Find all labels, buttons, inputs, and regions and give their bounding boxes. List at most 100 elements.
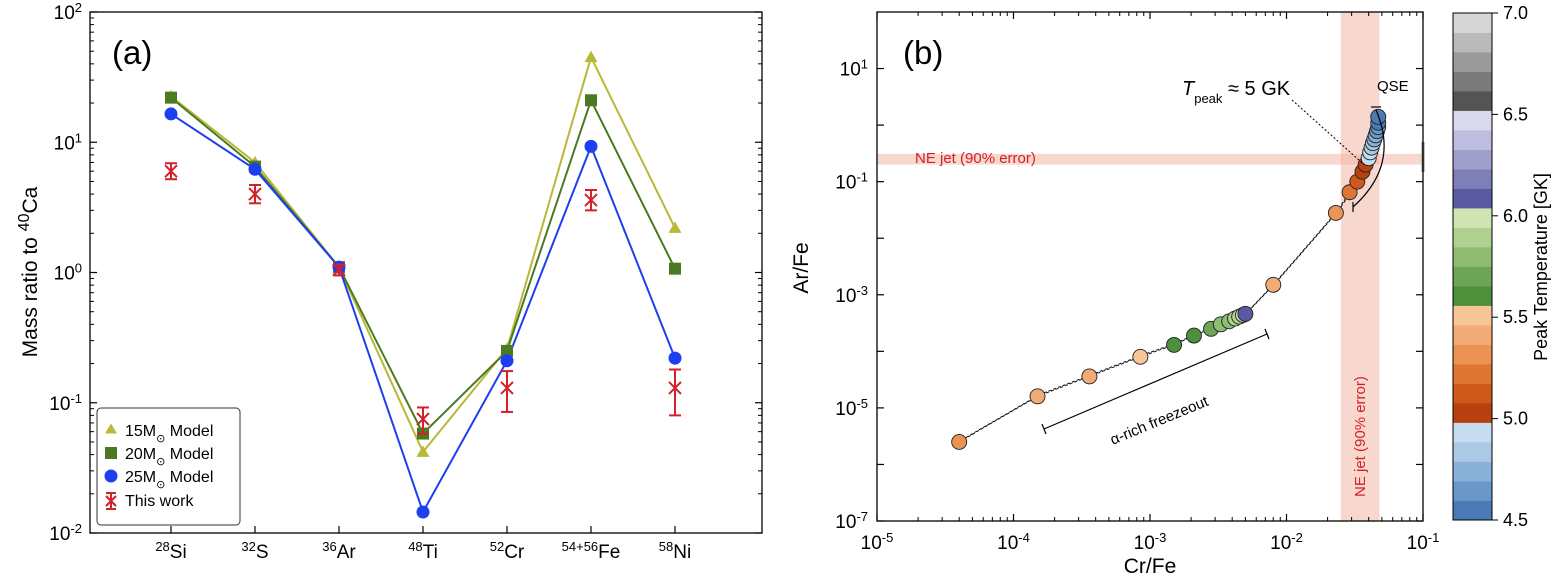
ne-jet-horizontal-label: NE jet (90% error) bbox=[915, 150, 1036, 167]
x-tick-label: 10-5 bbox=[861, 530, 894, 555]
legend-label-20m: 20M⊙ Model bbox=[125, 446, 213, 468]
x-tick-label-ar: 36Ar bbox=[322, 539, 356, 564]
x-tick-label: 10-3 bbox=[1134, 530, 1167, 555]
colorbar-segment bbox=[1453, 481, 1492, 501]
series-line-20m bbox=[170, 96, 676, 436]
y-tick-label: 101 bbox=[54, 130, 82, 155]
y-tick-label: 100 bbox=[54, 260, 82, 285]
data-point-25m-s bbox=[248, 162, 262, 176]
y-tick-label: 101 bbox=[840, 56, 868, 81]
this-work-x-b bbox=[332, 263, 346, 277]
data-point-20m-si bbox=[165, 91, 177, 104]
this-work-x-b bbox=[584, 193, 598, 207]
ne-jet-horizontal-band bbox=[877, 153, 1423, 165]
panel-a-frame bbox=[89, 11, 763, 534]
legend-x-mark-b bbox=[105, 495, 117, 507]
this-work-point-s bbox=[248, 183, 262, 205]
this-work-point-si bbox=[164, 162, 178, 181]
y-tick-label: 10-2 bbox=[49, 521, 82, 546]
x-tick-label: 10-2 bbox=[1270, 530, 1303, 555]
colorbar-segment bbox=[1453, 13, 1492, 33]
panel-a-label: (a) bbox=[112, 34, 152, 71]
panel-b-y-axis-label: Ar/Fe bbox=[790, 242, 813, 293]
scatter-point-4 bbox=[1166, 336, 1182, 353]
scatter-point-2 bbox=[1081, 368, 1098, 385]
panel-a-y-ticks: 10-2 10-1 100 101 102 bbox=[49, 0, 762, 545]
colorbar-tick-label: 5.5 bbox=[1503, 307, 1528, 327]
x-tick-label: 10-1 bbox=[1407, 530, 1440, 555]
colorbar-segment bbox=[1453, 227, 1492, 248]
panel-a: 10-2 10-1 100 101 102 28Si 32S 36Ar 48Ti 52Cr 54+… bbox=[16, 0, 763, 563]
alpha-range-cap-left bbox=[1041, 423, 1047, 435]
this-work-point-ar bbox=[332, 263, 346, 277]
x-tick-label-cr: 52Cr bbox=[490, 539, 525, 564]
colorbar-segment bbox=[1453, 208, 1492, 228]
y-tick-label: 10-1 bbox=[49, 390, 82, 415]
legend-box bbox=[96, 407, 241, 526]
this-work-x-b bbox=[164, 164, 178, 178]
colorbar-label: Peak Temperature [GK] bbox=[1531, 173, 1551, 361]
y-tick-label: 10-7 bbox=[835, 509, 868, 534]
data-point-15m-fe bbox=[584, 50, 598, 63]
y-tick-label: 10-1 bbox=[835, 169, 868, 194]
colorbar-segment bbox=[1453, 32, 1492, 53]
scatter-point-14 bbox=[1327, 204, 1344, 221]
y-tick-label: 10-3 bbox=[835, 282, 868, 307]
colorbar-frame bbox=[1452, 12, 1493, 521]
data-point-25m-si bbox=[164, 107, 178, 121]
colorbar-tick-label: 6.5 bbox=[1503, 104, 1528, 124]
this-work-x-b bbox=[416, 412, 430, 426]
colorbar-segment bbox=[1453, 364, 1492, 384]
this-work-point-cr bbox=[500, 370, 514, 413]
legend-20m: 20M⊙ Model bbox=[105, 446, 213, 468]
scatter-point-3 bbox=[1132, 348, 1149, 365]
colorbar-segment bbox=[1453, 149, 1492, 170]
panel-b-label: (b) bbox=[903, 34, 943, 71]
colorbar-segment bbox=[1453, 344, 1492, 365]
colorbar-segment bbox=[1453, 422, 1492, 443]
legend-label-this-work: This work bbox=[125, 493, 194, 510]
colorbar-segment bbox=[1453, 403, 1492, 423]
colorbar-tick-label: 6.0 bbox=[1503, 206, 1528, 226]
legend-label-25m: 25M⊙ Model bbox=[125, 469, 213, 491]
colorbar-segment bbox=[1453, 442, 1492, 462]
data-point-25m-ni bbox=[668, 351, 682, 365]
data-point-25m-fe bbox=[584, 139, 598, 153]
alpha-freezeout-range-line bbox=[1043, 333, 1268, 430]
colorbar-segment bbox=[1453, 266, 1492, 287]
colorbar-segment bbox=[1453, 500, 1492, 521]
ne-jet-vertical-band bbox=[1340, 12, 1380, 521]
x-tick-label-fe: 54+56Fe bbox=[562, 539, 621, 564]
colorbar-segment bbox=[1453, 305, 1492, 326]
data-point-15m-ni bbox=[668, 221, 682, 233]
colorbar-tick-label: 4.5 bbox=[1503, 510, 1528, 530]
alpha-freezeout-label: α-rich freezeout bbox=[1108, 393, 1212, 449]
legend-25m: 25M⊙ Model bbox=[104, 469, 213, 491]
colorbar-segment bbox=[1453, 247, 1492, 267]
panel-b-x-axis-label: Cr/Fe bbox=[1124, 555, 1177, 578]
data-point-20m-ni bbox=[669, 262, 681, 275]
panel-a-series bbox=[164, 50, 682, 519]
panel-a-y-axis-label: Mass ratio to 40Ca bbox=[16, 186, 43, 357]
tpeak-leader-line bbox=[1291, 99, 1365, 166]
scatter-point-1 bbox=[1029, 388, 1046, 405]
colorbar-segment bbox=[1453, 52, 1492, 72]
y-tick-label: 102 bbox=[54, 0, 82, 24]
panel-b-x-ticks: 10-5 10-4 10-3 10-2 10-1 bbox=[861, 12, 1440, 555]
scatter-point-5 bbox=[1186, 327, 1202, 344]
colorbar-segment bbox=[1453, 110, 1492, 131]
x-tick-label-ni: 58Ni bbox=[659, 539, 691, 564]
colorbar-segment bbox=[1453, 286, 1492, 306]
legend-label-15m: 15M⊙ Model bbox=[125, 423, 213, 445]
qse-label: QSE bbox=[1377, 78, 1409, 95]
this-work-x-b bbox=[500, 381, 514, 395]
x-tick-label-si: 28Si bbox=[155, 539, 186, 564]
legend-marker-15m bbox=[105, 423, 117, 434]
data-point-15m-ti bbox=[416, 445, 430, 457]
this-work-x-b bbox=[668, 381, 682, 395]
legend-15m: 15M⊙ Model bbox=[105, 423, 213, 445]
alpha-range-cap-right bbox=[1264, 328, 1270, 340]
scatter-point-0 bbox=[951, 433, 968, 450]
legend-this-work bbox=[105, 492, 117, 510]
